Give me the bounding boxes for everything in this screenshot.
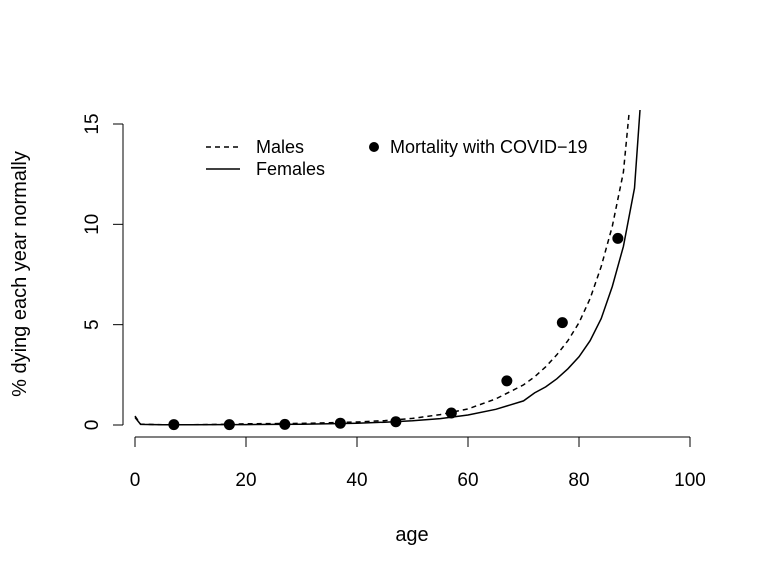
- males-line: [134, 113, 630, 426]
- x-tick-label: 20: [235, 470, 256, 491]
- covid-point: [279, 418, 291, 430]
- legend-covid-label: Mortality with COVID−19: [390, 137, 588, 157]
- y-tick-label: 0: [82, 420, 103, 431]
- covid-point: [390, 416, 402, 428]
- x-tick-label: 80: [568, 470, 589, 491]
- y-tick-label: 10: [82, 214, 103, 235]
- covid-point: [168, 419, 180, 431]
- y-axis-title: % dying each year normally: [9, 151, 31, 397]
- legend-females-label: Females: [256, 159, 325, 179]
- covid-point: [334, 417, 346, 429]
- plot-area: 0 20 40 60 80 100 0 5 10 15: [82, 109, 706, 491]
- legend: Males Females Mortality with COVID−19: [206, 137, 588, 179]
- females-line: [134, 109, 641, 426]
- legend-covid-marker: [369, 142, 379, 152]
- covid-point: [556, 317, 568, 329]
- covid-point: [223, 419, 235, 431]
- x-axis-title: age: [395, 524, 428, 546]
- y-tick-label: 5: [82, 319, 103, 330]
- x-tick-label: 60: [457, 470, 478, 491]
- x-tick-label: 100: [674, 470, 706, 491]
- y-tick-label: 15: [82, 113, 103, 134]
- covid-point: [612, 232, 624, 244]
- x-tick-label: 40: [346, 470, 367, 491]
- x-tick-label: 0: [130, 470, 141, 491]
- covid-point: [501, 375, 513, 387]
- covid-point: [445, 407, 457, 419]
- legend-males-label: Males: [256, 137, 304, 157]
